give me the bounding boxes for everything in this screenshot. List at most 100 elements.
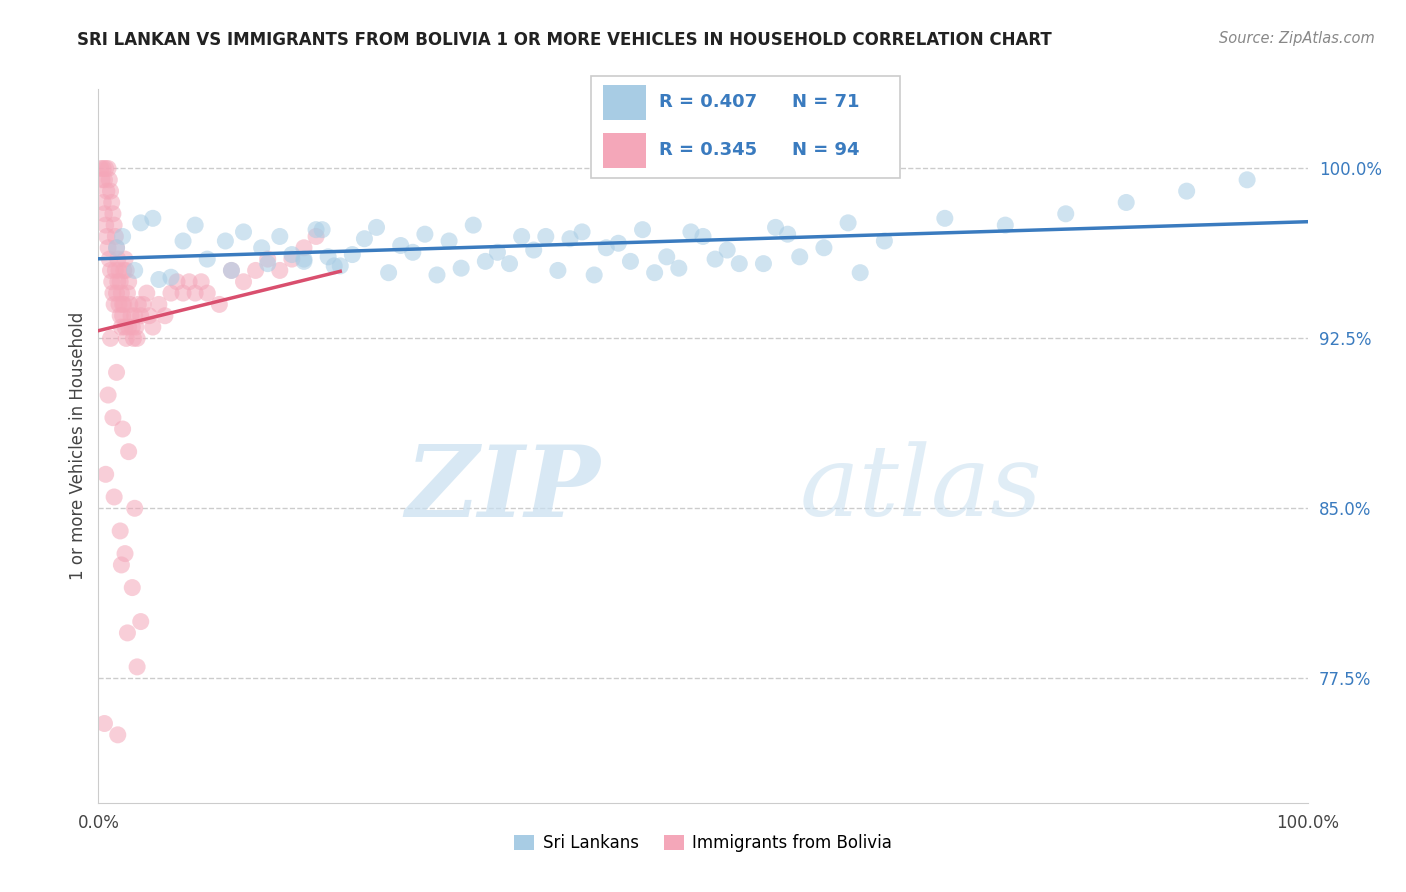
Point: [377, 266, 399, 280]
Point: [329, 259, 352, 273]
Point: [112, 263, 135, 277]
Point: [98, 173, 121, 187]
Point: [129, 615, 152, 629]
Text: R = 0.345: R = 0.345: [658, 141, 756, 159]
Point: [250, 241, 273, 255]
Point: [269, 229, 291, 244]
Point: [110, 320, 132, 334]
FancyBboxPatch shape: [603, 85, 647, 120]
Point: [232, 225, 254, 239]
Point: [160, 286, 183, 301]
Point: [305, 222, 328, 236]
Point: [510, 229, 533, 244]
Point: [94, 161, 117, 176]
Point: [107, 275, 129, 289]
Point: [1175, 184, 1198, 198]
Point: [96, 184, 118, 198]
Point: [100, 331, 122, 345]
Point: [107, 252, 129, 266]
Point: [166, 275, 188, 289]
Point: [124, 309, 146, 323]
Point: [486, 245, 509, 260]
Point: [114, 547, 136, 561]
Point: [523, 243, 546, 257]
Point: [776, 227, 799, 242]
Point: [118, 297, 141, 311]
Point: [103, 297, 125, 311]
Point: [101, 207, 124, 221]
Point: [342, 247, 364, 261]
Point: [631, 222, 654, 236]
Point: [108, 263, 131, 277]
Point: [323, 259, 346, 273]
Point: [849, 266, 872, 280]
Point: [1054, 207, 1077, 221]
Point: [121, 320, 143, 334]
Point: [117, 626, 139, 640]
Point: [138, 309, 160, 323]
Point: [108, 309, 131, 323]
FancyBboxPatch shape: [603, 133, 647, 168]
Point: [269, 263, 291, 277]
Point: [127, 297, 149, 311]
Point: [117, 286, 139, 301]
Point: [108, 524, 131, 538]
Point: [873, 234, 896, 248]
Point: [208, 297, 231, 311]
Point: [110, 558, 132, 572]
Point: [292, 241, 315, 255]
FancyBboxPatch shape: [591, 76, 900, 178]
Text: SRI LANKAN VS IMMIGRANTS FROM BOLIVIA 1 OR MORE VEHICLES IN HOUSEHOLD CORRELATIO: SRI LANKAN VS IMMIGRANTS FROM BOLIVIA 1 …: [77, 31, 1052, 49]
Point: [668, 261, 690, 276]
Point: [172, 234, 194, 248]
Point: [474, 254, 496, 268]
Text: ZIP: ZIP: [405, 441, 600, 537]
Point: [595, 241, 617, 255]
Point: [256, 257, 278, 271]
Point: [125, 320, 148, 334]
Point: [97, 161, 120, 176]
Point: [110, 286, 132, 301]
Point: [101, 286, 124, 301]
Point: [752, 257, 775, 271]
Point: [221, 263, 243, 277]
Point: [111, 297, 134, 311]
Point: [124, 263, 146, 277]
Point: [245, 263, 267, 277]
Point: [122, 331, 145, 345]
Point: [104, 229, 127, 244]
Point: [124, 501, 146, 516]
Point: [105, 286, 128, 301]
Point: [195, 252, 218, 266]
Point: [195, 286, 218, 301]
Point: [129, 309, 152, 323]
Y-axis label: 1 or more Vehicles in Household: 1 or more Vehicles in Household: [69, 312, 87, 580]
Point: [129, 216, 152, 230]
Point: [463, 218, 485, 232]
Point: [112, 297, 135, 311]
Point: [402, 245, 425, 260]
Point: [607, 236, 630, 251]
Point: [292, 254, 315, 268]
Point: [100, 263, 122, 277]
Point: [105, 241, 128, 255]
Point: [111, 309, 134, 323]
Point: [100, 184, 122, 198]
Text: R = 0.407: R = 0.407: [658, 93, 756, 111]
Point: [100, 195, 122, 210]
Point: [172, 286, 194, 301]
Point: [111, 229, 134, 244]
Point: [837, 216, 859, 230]
Point: [214, 234, 236, 248]
Point: [679, 225, 702, 239]
Point: [93, 207, 115, 221]
Point: [93, 716, 115, 731]
Point: [789, 250, 811, 264]
Point: [498, 257, 520, 271]
Point: [104, 263, 127, 277]
Legend: Sri Lankans, Immigrants from Bolivia: Sri Lankans, Immigrants from Bolivia: [508, 828, 898, 859]
Text: atlas: atlas: [800, 442, 1042, 536]
Text: Source: ZipAtlas.com: Source: ZipAtlas.com: [1219, 31, 1375, 46]
Point: [91, 173, 114, 187]
Point: [101, 410, 124, 425]
